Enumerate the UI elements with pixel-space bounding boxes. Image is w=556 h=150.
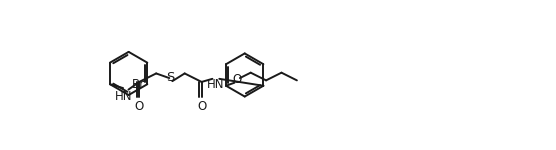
Text: S: S xyxy=(167,71,175,84)
Text: O: O xyxy=(135,100,144,113)
Text: Br: Br xyxy=(132,78,145,92)
Text: HN: HN xyxy=(115,90,132,103)
Text: HN: HN xyxy=(207,78,224,91)
Text: O: O xyxy=(197,100,206,113)
Text: O: O xyxy=(232,73,241,86)
